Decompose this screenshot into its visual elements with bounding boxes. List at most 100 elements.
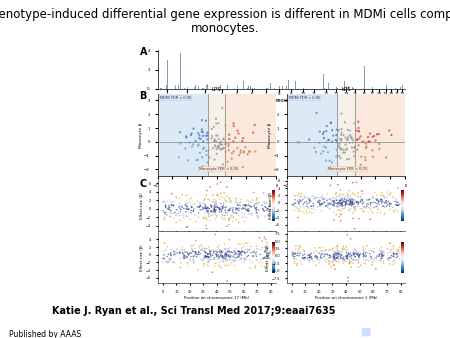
Point: [204, 197, 212, 202]
Point: [333, 127, 341, 132]
Point: [235, 249, 243, 255]
Point: [306, 137, 313, 142]
Point: [359, 201, 366, 207]
Point: [188, 131, 195, 136]
Point: [336, 141, 343, 147]
Point: [333, 200, 341, 206]
Point: [188, 244, 195, 249]
Point: [293, 205, 300, 211]
Point: [352, 204, 359, 210]
Point: [336, 144, 343, 150]
Point: [176, 251, 184, 256]
Point: [306, 198, 313, 204]
Point: [299, 255, 306, 260]
X-axis label: Position on chromosome 17 (Mb): Position on chromosome 17 (Mb): [184, 243, 249, 247]
Point: [225, 207, 232, 212]
Bar: [243, 81, 244, 89]
Point: [218, 250, 225, 255]
Point: [332, 266, 339, 272]
Point: [337, 256, 344, 261]
Point: [212, 139, 219, 144]
Point: [304, 252, 311, 258]
Point: [233, 251, 240, 257]
Point: [374, 207, 382, 212]
Point: [341, 198, 348, 204]
Point: [244, 208, 251, 214]
Point: [225, 246, 232, 251]
Point: [356, 252, 363, 258]
Point: [216, 248, 223, 253]
Point: [209, 198, 216, 204]
Point: [220, 248, 227, 254]
Bar: [346, 87, 347, 89]
Point: [348, 256, 355, 261]
Point: [228, 156, 235, 161]
Point: [190, 260, 198, 266]
Point: [221, 256, 229, 261]
Point: [229, 208, 236, 214]
Point: [220, 216, 227, 222]
Point: [219, 259, 226, 264]
Point: [241, 244, 248, 249]
Point: [344, 198, 351, 203]
Point: [365, 205, 372, 210]
Point: [199, 246, 207, 251]
Point: [193, 254, 200, 260]
Point: [238, 256, 245, 261]
Point: [199, 133, 207, 139]
Point: [188, 250, 195, 256]
Point: [263, 201, 270, 207]
Point: [201, 205, 208, 211]
Point: [238, 210, 246, 216]
Point: [182, 146, 189, 151]
Point: [162, 247, 170, 252]
Point: [338, 197, 345, 203]
Point: [165, 259, 172, 265]
Point: [312, 253, 319, 258]
Point: [345, 261, 352, 266]
Point: [319, 251, 326, 257]
Point: [207, 256, 214, 262]
Point: [338, 138, 345, 143]
Point: [374, 131, 381, 137]
Point: [207, 252, 214, 258]
Point: [335, 127, 342, 133]
Point: [164, 259, 171, 264]
Point: [205, 140, 212, 146]
Point: [223, 251, 230, 257]
Point: [349, 200, 356, 206]
Bar: [227, 85, 228, 89]
Point: [387, 240, 394, 246]
Point: [161, 215, 168, 221]
Point: [312, 196, 319, 201]
Point: [342, 200, 349, 206]
Point: [205, 244, 212, 250]
Point: [226, 136, 233, 142]
Point: [334, 255, 341, 260]
Point: [178, 213, 185, 218]
Point: [383, 203, 390, 209]
Point: [329, 195, 336, 200]
Point: [169, 260, 176, 265]
Point: [164, 260, 171, 265]
Point: [330, 252, 338, 258]
Point: [340, 255, 347, 260]
Point: [390, 194, 397, 199]
Point: [221, 213, 228, 218]
Point: [212, 216, 219, 222]
Point: [262, 237, 269, 242]
Point: [373, 255, 380, 261]
Point: [357, 251, 364, 257]
Point: [212, 208, 219, 214]
Point: [349, 197, 356, 202]
Point: [315, 257, 322, 263]
Point: [209, 247, 216, 252]
Bar: [237, 86, 238, 89]
Point: [180, 252, 188, 258]
Point: [371, 256, 378, 262]
Point: [226, 253, 234, 259]
Point: [351, 200, 358, 206]
Point: [368, 255, 375, 260]
Point: [355, 119, 362, 124]
Point: [335, 201, 342, 207]
